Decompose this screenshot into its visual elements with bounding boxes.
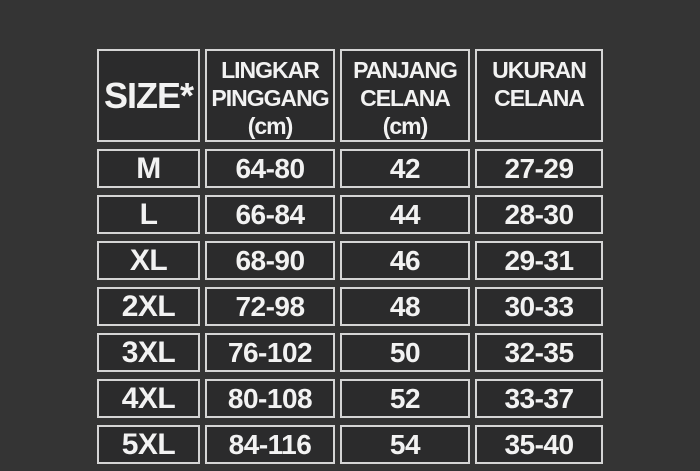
header-line: SIZE* (103, 74, 194, 116)
cell-ukuran-celana: 27-29 (475, 149, 603, 188)
cell-ukuran-celana: 29-31 (475, 241, 603, 280)
cell-panjang-celana: 54 (340, 425, 470, 464)
column-header-ukuran-celana: UKURAN CELANA (475, 49, 603, 142)
header-line: (cm) (247, 113, 294, 139)
column-header-panjang-celana: PANJANG CELANA (cm) (340, 49, 470, 142)
cell-panjang-celana: 50 (340, 333, 470, 372)
cell-panjang-celana: 48 (340, 287, 470, 326)
cell-lingkar-pinggang: 64-80 (205, 149, 335, 188)
table-row: XL 68-90 46 29-31 (97, 241, 603, 280)
table-row: 2XL 72-98 48 30-33 (97, 287, 603, 326)
header-line: CELANA (360, 85, 451, 111)
cell-panjang-celana: 46 (340, 241, 470, 280)
header-line: (cm) (382, 113, 429, 139)
cell-panjang-celana: 44 (340, 195, 470, 234)
header-line: PANJANG (353, 57, 458, 83)
cell-ukuran-celana: 33-37 (475, 379, 603, 418)
cell-lingkar-pinggang: 68-90 (205, 241, 335, 280)
cell-size: M (97, 149, 200, 188)
cell-ukuran-celana: 30-33 (475, 287, 603, 326)
column-header-lingkar-pinggang: LINGKAR PINGGANG (cm) (205, 49, 335, 142)
cell-ukuran-celana: 28-30 (475, 195, 603, 234)
table-row: M 64-80 42 27-29 (97, 149, 603, 188)
cell-size: XL (97, 241, 200, 280)
cell-size: 3XL (97, 333, 200, 372)
table-row: L 66-84 44 28-30 (97, 195, 603, 234)
column-header-size: SIZE* (97, 49, 200, 142)
header-line: UKURAN (492, 57, 587, 83)
cell-ukuran-celana: 32-35 (475, 333, 603, 372)
size-chart-table: SIZE* LINGKAR PINGGANG (cm) PANJANG CELA… (92, 42, 608, 471)
cell-size: 4XL (97, 379, 200, 418)
cell-size: 2XL (97, 287, 200, 326)
header-row: SIZE* LINGKAR PINGGANG (cm) PANJANG CELA… (97, 49, 603, 142)
cell-lingkar-pinggang: 66-84 (205, 195, 335, 234)
table-row: 5XL 84-116 54 35-40 (97, 425, 603, 464)
cell-lingkar-pinggang: 84-116 (205, 425, 335, 464)
header-line: CELANA (494, 85, 585, 111)
cell-size: 5XL (97, 425, 200, 464)
cell-lingkar-pinggang: 72-98 (205, 287, 335, 326)
table-row: 3XL 76-102 50 32-35 (97, 333, 603, 372)
cell-lingkar-pinggang: 76-102 (205, 333, 335, 372)
cell-lingkar-pinggang: 80-108 (205, 379, 335, 418)
table-row: 4XL 80-108 52 33-37 (97, 379, 603, 418)
header-line: PINGGANG (211, 85, 329, 111)
cell-panjang-celana: 42 (340, 149, 470, 188)
cell-panjang-celana: 52 (340, 379, 470, 418)
cell-size: L (97, 195, 200, 234)
header-line: LINGKAR (221, 57, 320, 83)
cell-ukuran-celana: 35-40 (475, 425, 603, 464)
